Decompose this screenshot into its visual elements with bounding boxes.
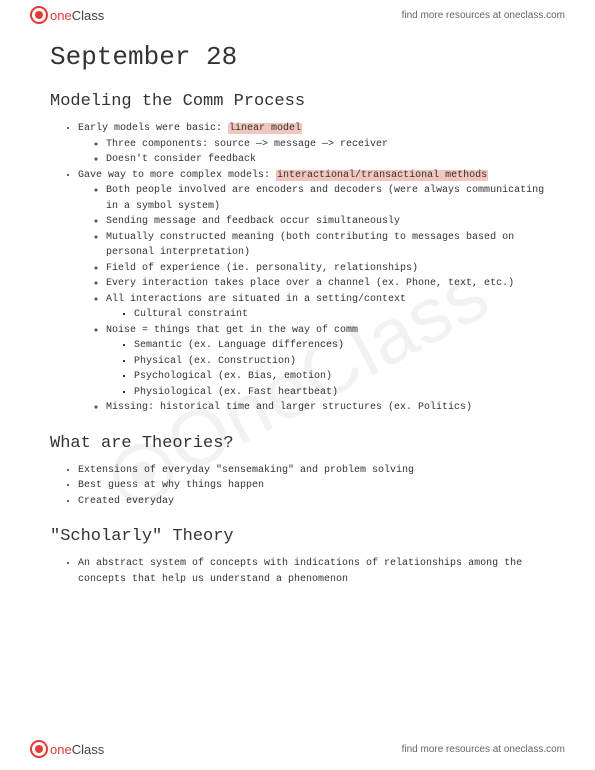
list-item: Gave way to more complex models: interac… bbox=[78, 168, 545, 416]
list-item: Psychological (ex. Bias, emotion) bbox=[134, 369, 545, 385]
list-item: Missing: historical time and larger stru… bbox=[106, 400, 545, 416]
bullet-list: Cultural constraint bbox=[106, 307, 545, 323]
footer: oneClass find more resources at oneclass… bbox=[0, 734, 595, 764]
brand-logo-icon bbox=[30, 6, 48, 24]
bullet-list: Semantic (ex. Language differences) Phys… bbox=[106, 338, 545, 400]
list-item: Field of experience (ie. personality, re… bbox=[106, 261, 545, 277]
resources-link-top[interactable]: find more resources at oneclass.com bbox=[402, 10, 565, 21]
brand-logo-text: oneClass bbox=[50, 742, 104, 757]
list-item: Noise = things that get in the way of co… bbox=[106, 323, 545, 401]
page-title: September 28 bbox=[50, 42, 545, 72]
bullet-list: An abstract system of concepts with indi… bbox=[50, 556, 545, 587]
list-item: All interactions are situated in a setti… bbox=[106, 292, 545, 323]
highlight-text: interactional/transactional methods bbox=[276, 170, 488, 181]
section-heading: Modeling the Comm Process bbox=[50, 92, 545, 111]
list-text: Early models were basic: bbox=[78, 123, 228, 134]
brand-name-dark: Class bbox=[72, 8, 105, 23]
brand-name-red: one bbox=[50, 8, 72, 23]
bullet-list: Early models were basic: linear model Th… bbox=[50, 121, 545, 416]
brand-logo[interactable]: oneClass bbox=[30, 6, 104, 24]
brand-logo-icon bbox=[30, 740, 48, 758]
list-item: Every interaction takes place over a cha… bbox=[106, 276, 545, 292]
list-item: Best guess at why things happen bbox=[78, 478, 545, 494]
list-text: Noise = things that get in the way of co… bbox=[106, 325, 358, 336]
section-heading: What are Theories? bbox=[50, 434, 545, 453]
bullet-list: Three components: source —> message —> r… bbox=[78, 137, 545, 168]
list-item: Semantic (ex. Language differences) bbox=[134, 338, 545, 354]
list-item: Physical (ex. Construction) bbox=[134, 354, 545, 370]
bullet-list: Both people involved are encoders and de… bbox=[78, 183, 545, 416]
brand-logo-text: oneClass bbox=[50, 8, 104, 23]
list-item: Mutually constructed meaning (both contr… bbox=[106, 230, 545, 261]
list-item: Created everyday bbox=[78, 494, 545, 510]
highlight-text: linear model bbox=[228, 123, 302, 134]
list-item: Three components: source —> message —> r… bbox=[106, 137, 545, 153]
list-text: Gave way to more complex models: bbox=[78, 170, 276, 181]
brand-name-red: one bbox=[50, 742, 72, 757]
header: oneClass find more resources at oneclass… bbox=[0, 0, 595, 30]
brand-name-dark: Class bbox=[72, 742, 105, 757]
list-item: An abstract system of concepts with indi… bbox=[78, 556, 545, 587]
list-item: Extensions of everyday "sensemaking" and… bbox=[78, 463, 545, 479]
list-item: Physiological (ex. Fast heartbeat) bbox=[134, 385, 545, 401]
bullet-list: Extensions of everyday "sensemaking" and… bbox=[50, 463, 545, 510]
resources-link-bottom[interactable]: find more resources at oneclass.com bbox=[402, 744, 565, 755]
section-heading: "Scholarly" Theory bbox=[50, 527, 545, 546]
list-item: Cultural constraint bbox=[134, 307, 545, 323]
document-content: September 28 Modeling the Comm Process E… bbox=[0, 30, 595, 587]
list-text: All interactions are situated in a setti… bbox=[106, 294, 406, 305]
list-item: Early models were basic: linear model Th… bbox=[78, 121, 545, 168]
list-item: Sending message and feedback occur simul… bbox=[106, 214, 545, 230]
brand-logo-footer[interactable]: oneClass bbox=[30, 740, 104, 758]
list-item: Both people involved are encoders and de… bbox=[106, 183, 545, 214]
list-item: Doesn't consider feedback bbox=[106, 152, 545, 168]
